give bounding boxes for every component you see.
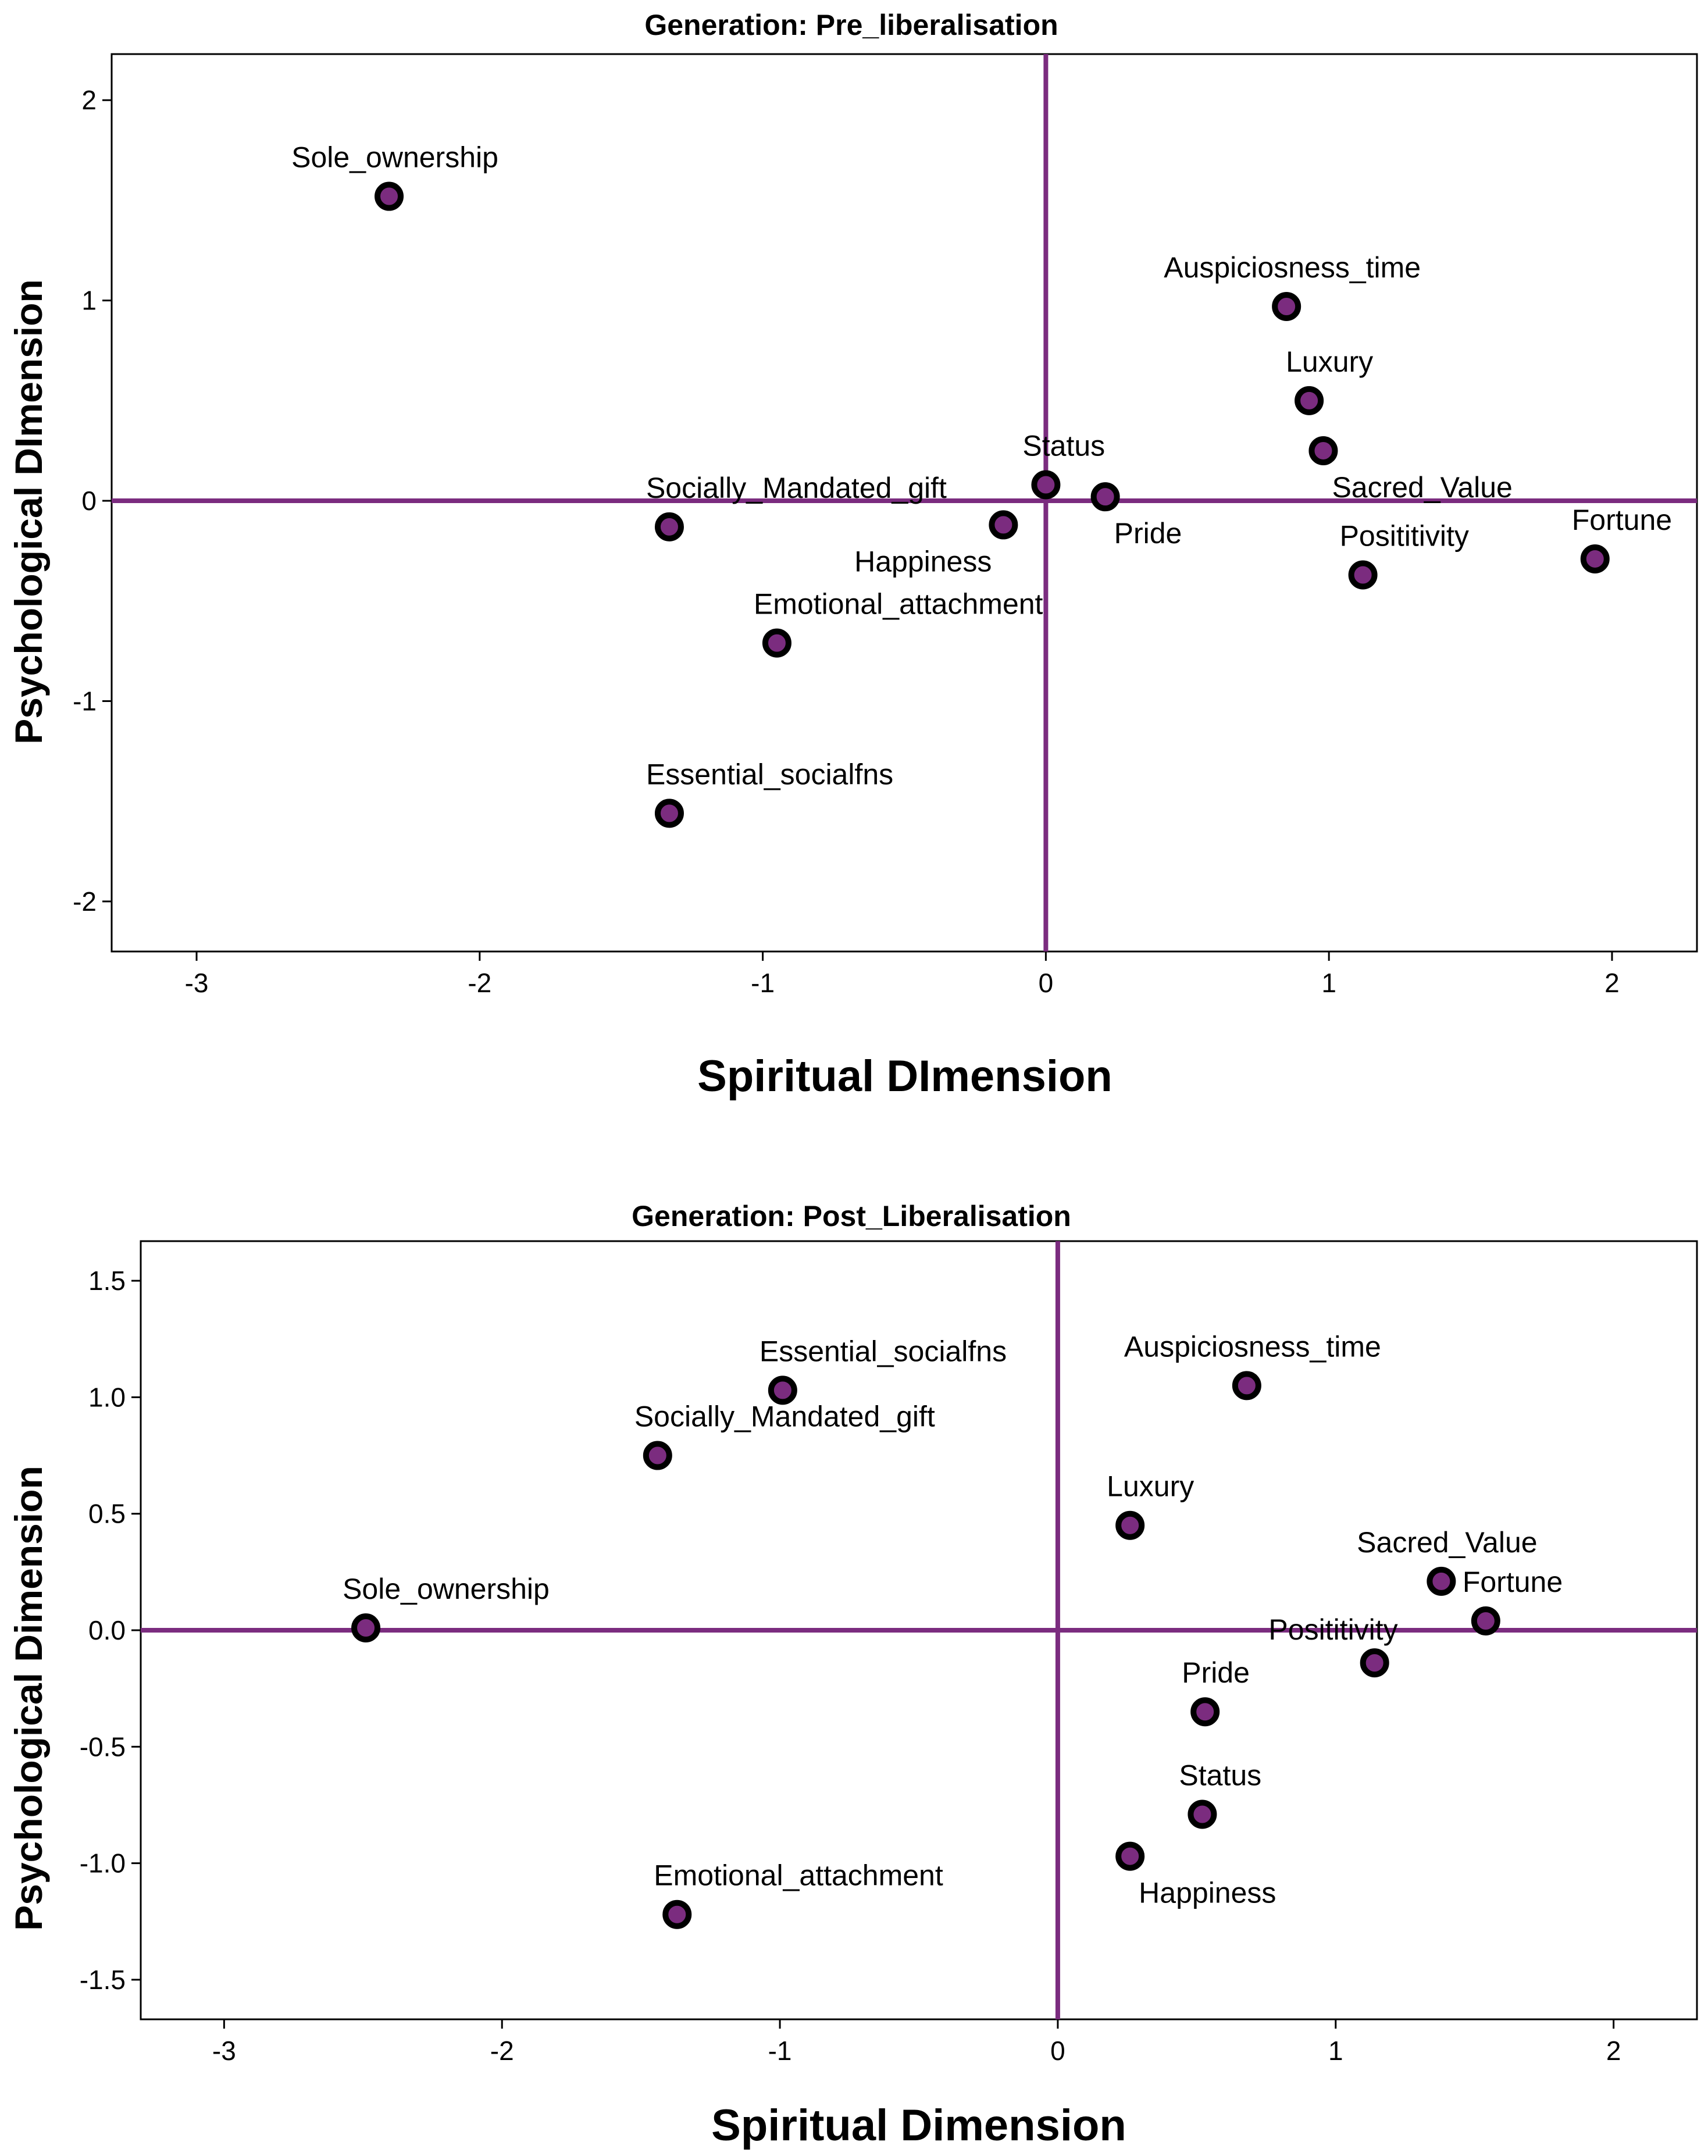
- point-label: Essential_socialfns: [759, 1335, 1007, 1367]
- data-point: [654, 512, 684, 541]
- data-point: [1348, 560, 1378, 590]
- data-point: [1360, 1648, 1389, 1678]
- chart-title: Generation: Post_Liberalisation: [632, 1200, 1071, 1232]
- data-point: [1272, 291, 1301, 321]
- x-tick-label: 1: [1321, 968, 1336, 998]
- x-tick-label: -3: [212, 2036, 236, 2066]
- point-label: Luxury: [1107, 1470, 1194, 1503]
- data-point: [351, 1613, 381, 1642]
- data-point: [768, 1375, 797, 1405]
- data-point: [1580, 544, 1610, 573]
- point-label: Auspiciosness_time: [1164, 251, 1421, 284]
- y-tick-label: -0.5: [80, 1731, 126, 1762]
- data-point: [1471, 1606, 1500, 1635]
- y-tick-label: 1: [81, 286, 97, 316]
- x-tick-label: 2: [1604, 968, 1620, 998]
- data-point: [1232, 1371, 1261, 1400]
- chart-title: Generation: Pre_liberalisation: [644, 9, 1058, 41]
- data-point: [654, 799, 684, 828]
- y-axis-label: Psychological DImension: [7, 279, 50, 744]
- data-point: [1427, 1566, 1456, 1596]
- y-tick-label: -1: [73, 686, 97, 716]
- y-tick-label: -2: [73, 886, 97, 917]
- data-point: [1188, 1799, 1217, 1829]
- x-tick-label: -1: [768, 2036, 792, 2066]
- data-point: [643, 1441, 672, 1470]
- point-label: Posititivity: [1268, 1613, 1397, 1646]
- x-tick-label: 2: [1606, 2036, 1621, 2066]
- x-tick-label: -2: [490, 2036, 514, 2066]
- point-label: Posititivity: [1340, 519, 1469, 552]
- y-axis-label: Psychological Dimension: [7, 1466, 50, 1931]
- point-label: Socially_Mandated_gift: [646, 472, 947, 504]
- point-label: Happiness: [1139, 1877, 1276, 1909]
- data-point: [1031, 470, 1061, 500]
- point-label: Essential_socialfns: [646, 758, 893, 790]
- point-label: Luxury: [1286, 345, 1373, 378]
- point-label: Happiness: [854, 545, 992, 578]
- data-point: [1190, 1697, 1220, 1727]
- point-label: Status: [1022, 430, 1105, 462]
- y-tick-label: -1.5: [80, 1965, 126, 1995]
- y-tick-label: 0.0: [88, 1615, 126, 1645]
- data-point: [1115, 1841, 1145, 1871]
- x-tick-label: 0: [1039, 968, 1054, 998]
- point-label: Auspiciosness_time: [1124, 1330, 1381, 1363]
- point-label: Pride: [1114, 517, 1182, 550]
- point-label: Sacred_Value: [1357, 1526, 1537, 1559]
- chart-pre-liberalisation: Generation: Pre_liberalisation -3 -2 -1 0 1 2…: [7, 9, 1698, 1101]
- data-point: [662, 1900, 692, 1929]
- point-label: Status: [1179, 1759, 1261, 1791]
- x-tick-label: -1: [751, 968, 775, 998]
- x-axis-label: Spiritual Dimension: [711, 2101, 1126, 2150]
- data-point: [989, 510, 1018, 540]
- data-point: [762, 628, 791, 658]
- point-label: Pride: [1182, 1656, 1250, 1689]
- x-axis-label: Spiritual DImension: [697, 1052, 1112, 1101]
- point-label: Fortune: [1572, 504, 1672, 536]
- x-tick-label: 1: [1328, 2036, 1343, 2066]
- data-point: [1115, 1510, 1145, 1540]
- data-point: [1308, 436, 1338, 465]
- point-label: Fortune: [1463, 1566, 1563, 1598]
- y-tick-label: -1.0: [80, 1848, 126, 1879]
- chart-post-liberalisation: Generation: Post_Liberalisation -3 -2 -1 0 1…: [7, 1200, 1698, 2150]
- point-label: Sacred_Value: [1332, 471, 1512, 504]
- x-tick-label: 0: [1050, 2036, 1065, 2066]
- point-label: Sole_ownership: [343, 1573, 550, 1605]
- y-tick-label: 1.5: [88, 1266, 126, 1296]
- y-tick-label: 2: [81, 85, 97, 115]
- point-label: Emotional_attachment: [754, 588, 1043, 621]
- point-label: Emotional_attachment: [654, 1859, 943, 1892]
- data-point: [375, 181, 404, 211]
- y-tick-label: 0: [81, 486, 97, 516]
- x-tick-label: -2: [468, 968, 491, 998]
- data-point: [1295, 386, 1324, 415]
- point-label: Sole_ownership: [291, 141, 498, 174]
- y-tick-label: 0.5: [88, 1499, 126, 1529]
- data-point: [1090, 482, 1120, 512]
- x-tick-label: -3: [185, 968, 209, 998]
- point-label: Socially_Mandated_gift: [634, 1400, 935, 1433]
- y-tick-label: 1.0: [88, 1382, 126, 1412]
